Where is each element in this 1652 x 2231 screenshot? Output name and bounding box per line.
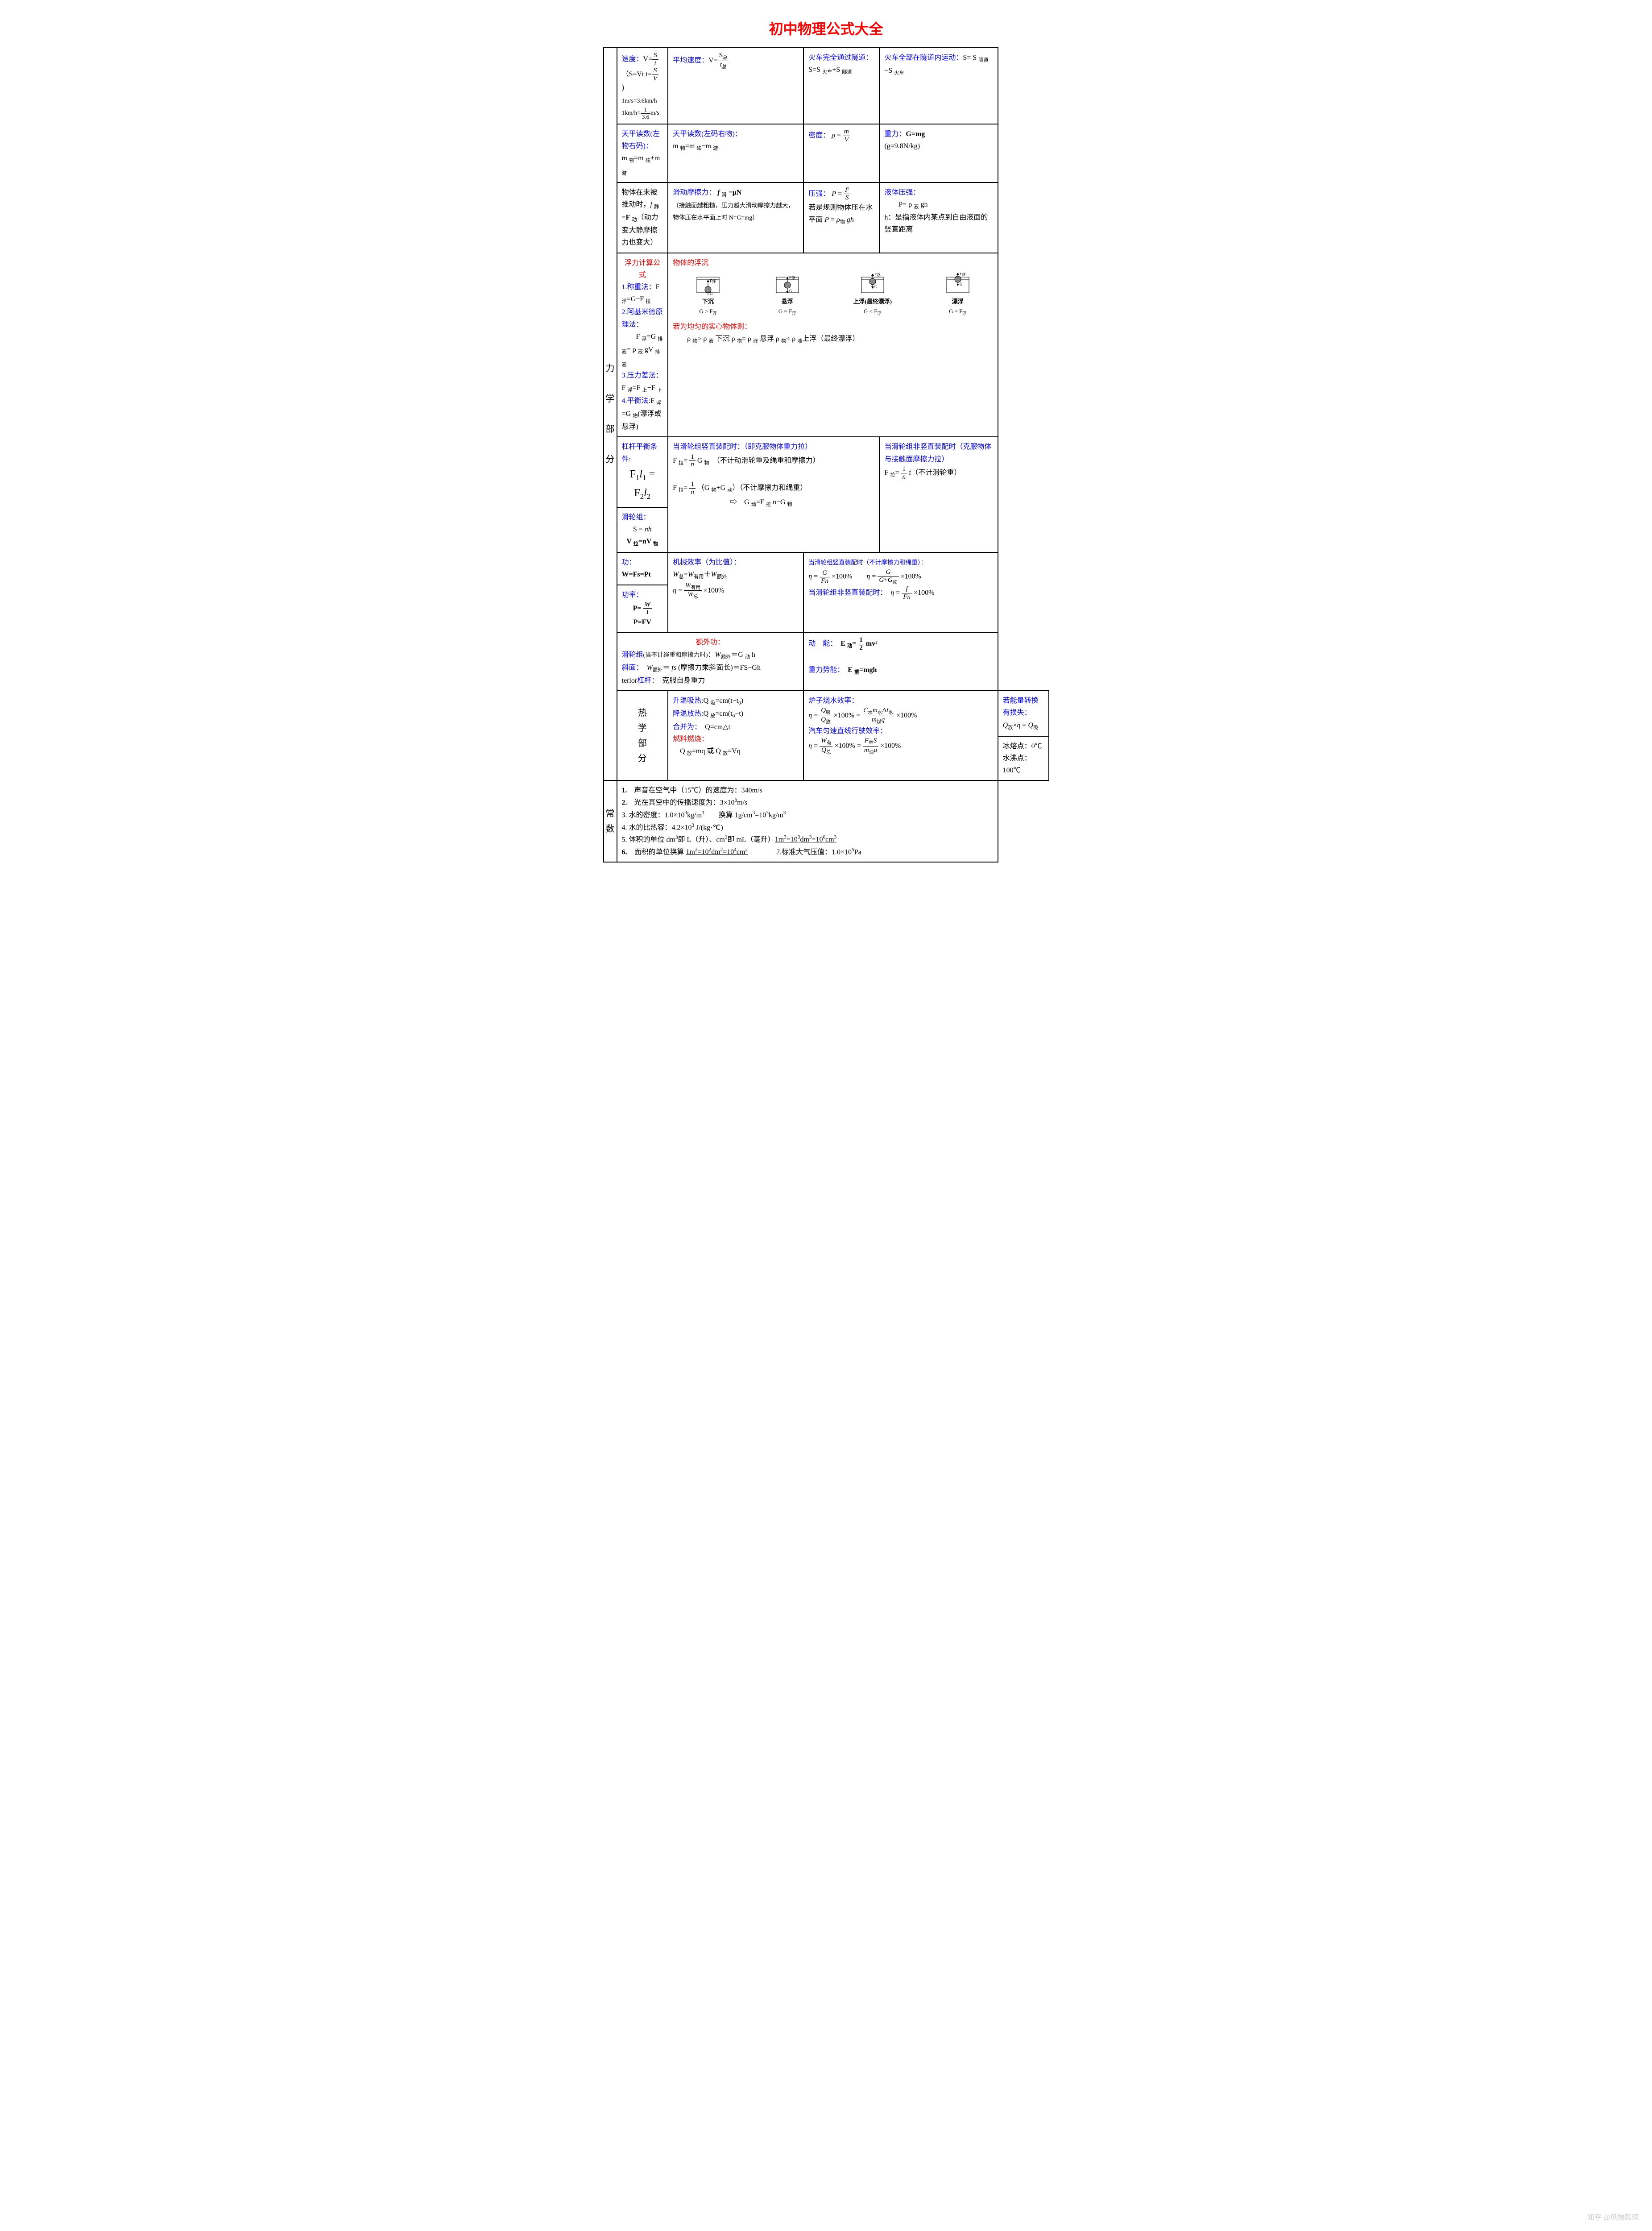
cell-constants: 1. 声音在空气中（15℃）的速度为：340m/s 2. 光在真空中的传播速度为… — [617, 780, 998, 862]
cell-liquid-pressure: 液体压强： P= ρ 液 gh h：是指液体内某点到自由液面的竖直距离 — [879, 182, 998, 253]
cell-buoyancy-methods: 浮力计算公式 1.称重法：F 浮=G−F 拉 2.阿基米德原理法： F 浮=G … — [617, 253, 668, 437]
section-mechanics-label: 力学部分 — [604, 48, 617, 780]
cell-pulley-vertical: 当滑轮组竖直装配时：（即克服物体重力拉） F 拉= 1n G 物 （不计动滑轮重… — [668, 437, 879, 552]
cell-pulley-nonvertical: 当滑轮组非竖直装配时（克服物体与接触面摩擦力拉） F 拉= 1n f（不计滑轮重… — [879, 437, 998, 552]
watermark: 知乎 @见物思理 — [1587, 2211, 1639, 2222]
cell-energy-loss: 若能量转换有损失： Q放×η = Q吸 — [998, 691, 1049, 736]
physics-formula-sheet: 初中物理公式大全 力学部分 速度：V=St（S=Vt t=SV） 1m/s=3.… — [603, 18, 1049, 863]
svg-text:G: G — [874, 285, 878, 289]
svg-text:F浮: F浮 — [789, 275, 795, 280]
cell-pulley-efficiency: 当滑轮组竖直装配时（不计摩擦力和绳重）： η = GFn ×100% η = G… — [803, 552, 998, 632]
cell-gravity: 重力：G=mg (g=9.8N/kg) — [879, 124, 998, 182]
cell-velocity: 速度：V=St（S=Vt t=SV） 1m/s=3.6km/h 1km/h=13… — [617, 48, 668, 124]
cell-pulley-set: 滑轮组： S = nh V 拉=nV 物 — [617, 507, 668, 553]
cell-heat: 升温吸热:Q 吸=cm(t−t0) 降温放热:Q 放=cm(t0−t) 合并为：… — [668, 691, 803, 780]
section-thermal-label: 热学部分 — [617, 691, 668, 780]
cell-density: 密度： ρ = mV — [803, 124, 879, 182]
cell-power: 功率： P= Wt P=FV — [617, 585, 668, 633]
svg-text:F浮: F浮 — [960, 273, 966, 276]
svg-text:F浮: F浮 — [710, 278, 716, 283]
cell-balance-left-mass: 天平读数(左码右物)： m 物=m 砝−m 游 — [668, 124, 803, 182]
cell-static-friction: 物体在未被推动时，f 静=F 动（动力变大静摩擦力也变大） — [617, 182, 668, 253]
cell-lever: 杠杆平衡条件: F1l1 = F2l2 — [617, 437, 668, 507]
diagram-float: F浮G 漂浮G = F浮 — [944, 273, 971, 317]
svg-text:F浮: F浮 — [874, 273, 881, 277]
cell-avg-velocity: 平均速度：V=S总t总 — [668, 48, 803, 124]
formula-table: 力学部分 速度：V=St（S=Vt t=SV） 1m/s=3.6km/h 1km… — [603, 47, 1049, 863]
svg-text:G: G — [960, 282, 963, 286]
svg-text:G: G — [710, 291, 713, 295]
section-constants-label: 常数 — [604, 780, 617, 862]
cell-water-points: 冰熔点：0℃ 水沸点：100℃ — [998, 736, 1049, 781]
cell-work: 功： W=Fs=Pt — [617, 552, 668, 585]
svg-text:G: G — [789, 289, 792, 293]
diagram-suspend: F浮G 悬浮G = F浮 — [774, 273, 801, 317]
cell-energy: 动 能： E 动= 12 mv² 重力势能： E 重=mgh — [803, 632, 998, 691]
cell-train-tunnel-full: 火车完全通过隧道：S=S 火车+S 隧道 — [803, 48, 879, 124]
page-title: 初中物理公式大全 — [603, 18, 1049, 38]
cell-extra-work: 额外功： 滑轮组(当不计绳重和摩擦力时)：W额外＝G 动 h 斜面： W额外＝ … — [617, 632, 804, 691]
cell-buoyancy-states: 物体的浮沉 F浮G 下沉G > F浮 F浮G 悬浮G = F浮 F浮G 上浮(最… — [668, 253, 998, 437]
cell-efficiency: 机械效率（为比值）： W总=W有用＋W额外 η = W有用W总 ×100% — [668, 552, 803, 632]
cell-thermal-efficiency: 炉子烧水效率： η = Q吸Q放 ×100% = C水m水Δt水m煤q ×100… — [803, 691, 998, 780]
diagram-rise: F浮G 上浮(最终漂浮)G < F浮 — [853, 273, 892, 317]
cell-pressure: 压强： P = FS 若是规则物体压在水平面 P = ρ物 gh — [803, 182, 879, 253]
cell-balance-left-obj: 天平读数(左物右码)： m 物=m 砝+m 游 — [617, 124, 668, 182]
diagram-sink: F浮G 下沉G > F浮 — [695, 273, 721, 317]
cell-kinetic-friction: 滑动摩擦力： f 滑 =μN （接触面越粗糙，压力越大滑动摩擦力越大，物体压在水… — [668, 182, 803, 253]
cell-train-tunnel-inside: 火车全部在隧道内运动：S= S 隧道−S 火车 — [879, 48, 998, 124]
